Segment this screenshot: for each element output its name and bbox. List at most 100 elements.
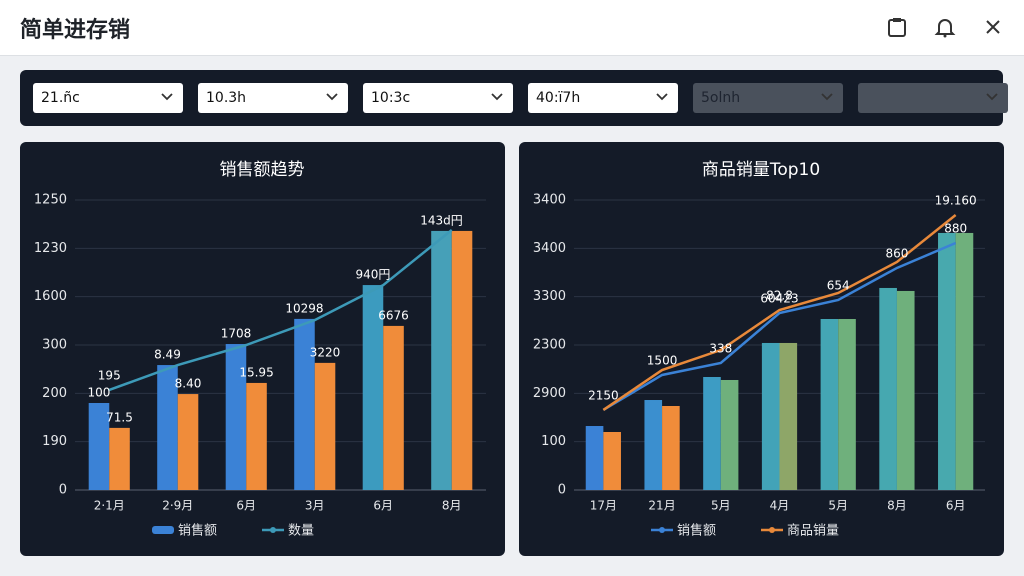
dropdown-label: 10:3c xyxy=(371,90,411,106)
y-tick-label: 3400 xyxy=(533,193,566,208)
data-label: 143d円 xyxy=(420,213,463,227)
dropdown[interactable] xyxy=(858,83,1008,113)
data-label: 654 xyxy=(827,278,850,292)
data-label: 15.95 xyxy=(239,365,273,379)
legend-swatch xyxy=(659,527,665,533)
x-tick-label: 5月 xyxy=(711,499,731,513)
data-label: 82.8 xyxy=(766,289,793,303)
clipboard-icon[interactable] xyxy=(886,16,908,38)
x-tick-label: 6月 xyxy=(236,499,256,513)
legend-swatch xyxy=(769,527,775,533)
x-tick-label: 21月 xyxy=(648,499,675,513)
x-tick-label: 8月 xyxy=(887,499,907,513)
data-label: 338 xyxy=(709,341,732,355)
chart: 商品销量Top10 0 100 2900 2300 3300 3400 3400 17月 21月 5… xyxy=(533,160,985,539)
y-tick-label: 190 xyxy=(42,434,67,449)
x-tick-label: 2·1月 xyxy=(94,499,125,513)
legend-swatch xyxy=(270,527,276,533)
x-tick-label: 4月 xyxy=(770,499,790,513)
x-tick-label: 6月 xyxy=(373,499,393,513)
y-tick-label: 3300 xyxy=(533,289,566,304)
y-tick-label: 0 xyxy=(59,483,67,498)
bar xyxy=(246,382,267,490)
legend-swatch xyxy=(152,526,174,534)
bar xyxy=(88,403,110,490)
chevron xyxy=(986,93,998,101)
chart-title: 销售额趋势 xyxy=(220,160,305,180)
bar xyxy=(820,318,839,490)
bar xyxy=(838,318,856,490)
toolbar xyxy=(886,16,1004,38)
bar xyxy=(314,362,336,490)
y-tick-label: 1250 xyxy=(34,193,67,208)
dropdown[interactable]: 5olnh xyxy=(693,83,843,113)
data-label: 3220 xyxy=(310,345,341,359)
bell-icon[interactable] xyxy=(934,16,956,38)
data-label: 880 xyxy=(944,222,967,236)
x-tick-label: 3月 xyxy=(305,499,325,513)
line xyxy=(108,228,453,392)
data-label: 8.40 xyxy=(175,377,202,391)
legend-label: 销售额 xyxy=(178,523,217,539)
y-tick-label: 100 xyxy=(541,434,566,449)
data-label: 100 xyxy=(88,386,111,400)
dropdown-label: 40:ï7h xyxy=(536,90,581,106)
dropdown[interactable]: 10.3h xyxy=(198,83,348,113)
bar xyxy=(720,379,739,490)
bar xyxy=(109,427,130,490)
chart-panel: 商品销量Top10 0 100 2900 2300 3300 3400 3400 17月 21月 5… xyxy=(519,142,1004,556)
app-title: 简单进存销 xyxy=(20,18,131,43)
data-label: 1708 xyxy=(221,327,252,341)
bar xyxy=(362,285,384,490)
dropdown[interactable]: 10:3c xyxy=(363,83,513,113)
y-tick-label: 2900 xyxy=(533,386,566,401)
data-label: 6676 xyxy=(378,308,409,322)
data-label: 71.5 xyxy=(106,410,133,424)
legend-label: 数量 xyxy=(288,524,314,539)
y-tick-label: 1600 xyxy=(34,289,67,304)
chevron xyxy=(656,93,668,101)
y-tick-label: 2300 xyxy=(533,338,566,353)
bar xyxy=(879,287,897,490)
close-icon[interactable] xyxy=(982,16,1004,38)
bar xyxy=(603,432,621,490)
bar xyxy=(431,230,452,490)
y-tick-label: 0 xyxy=(558,483,566,498)
dropdown[interactable]: 21.ñc xyxy=(33,83,183,113)
chart-title: 商品销量Top10 xyxy=(702,160,820,180)
bar xyxy=(644,400,663,490)
legend-label: 商品销量 xyxy=(787,524,839,539)
data-label: 2150 xyxy=(588,388,619,402)
y-tick-label: 200 xyxy=(42,386,67,401)
chevron xyxy=(326,93,338,101)
data-label: 19.160 xyxy=(935,193,977,207)
dropdown[interactable]: 40:ï7h xyxy=(528,83,678,113)
line xyxy=(602,214,957,411)
bar xyxy=(703,376,721,490)
filter-bar: 21.ñc 10.3h 10:3c 40:ï7h 5olnh xyxy=(20,70,1008,126)
dropdown-label: 10.3h xyxy=(206,90,247,106)
bar xyxy=(451,230,473,490)
bar xyxy=(955,232,974,491)
chevron xyxy=(821,93,833,101)
bar xyxy=(662,405,680,490)
bar xyxy=(585,426,604,490)
chart: 销售额趋势 0 190 200 300 1600 1230 1250 2·1月 2·9月 6月 3月 6… xyxy=(34,160,486,539)
dropdown-label: 21.ñc xyxy=(41,90,80,106)
x-tick-label: 5月 xyxy=(828,499,848,513)
y-tick-label: 1230 xyxy=(34,241,67,256)
x-tick-label: 2·9月 xyxy=(162,499,193,513)
bar xyxy=(177,394,199,490)
data-label: 1500 xyxy=(647,353,678,367)
dropdown-label: 5olnh xyxy=(701,90,741,106)
data-label: 940円 xyxy=(356,268,391,282)
data-label: 195 xyxy=(98,368,121,382)
bar xyxy=(157,365,178,490)
data-label: 60423 xyxy=(760,292,798,306)
bar xyxy=(383,325,404,490)
y-tick-label: 3400 xyxy=(533,241,566,256)
legend-label: 销售额 xyxy=(677,523,716,539)
data-label: 8.49 xyxy=(154,348,181,362)
bar xyxy=(761,342,780,490)
chart-panel: 销售额趋势 0 190 200 300 1600 1230 1250 2·1月 2·9月 6月 3月 6… xyxy=(20,142,505,556)
